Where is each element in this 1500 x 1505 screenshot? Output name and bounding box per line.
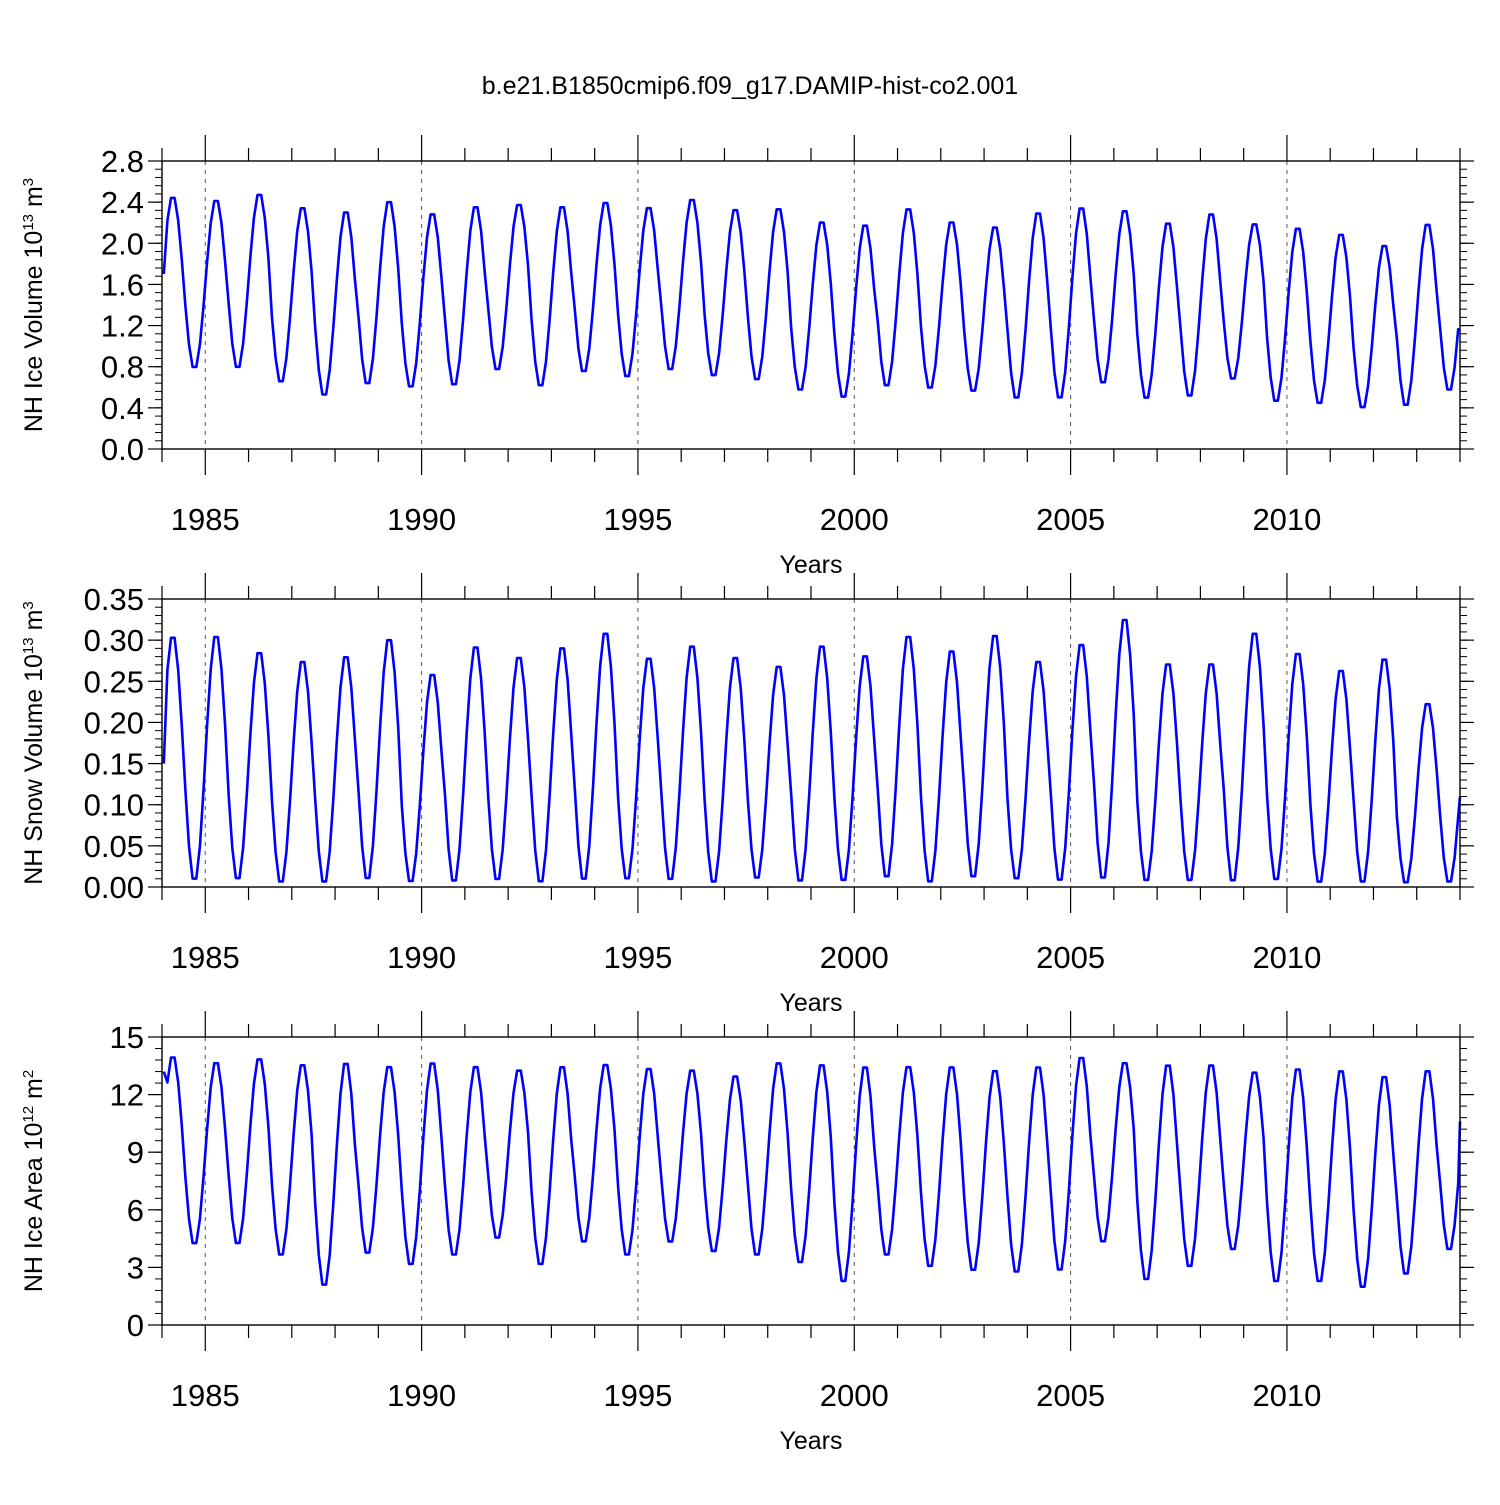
x-tick-label: 2000: [820, 1378, 889, 1413]
x-tick-label: 2010: [1252, 1378, 1321, 1413]
x-tick-label: 2005: [1036, 502, 1105, 537]
plot-frame: [161, 598, 1461, 888]
x-tick-label: 2000: [820, 940, 889, 975]
y-tick-label: 6: [127, 1193, 144, 1228]
x-tick-label: 1995: [603, 502, 672, 537]
panel-3: 0 3 6 9 12 15 1985 1990 1995 2000 2005 2010 Years NH …: [20, 1011, 1474, 1455]
y-label-text: NH Ice Volume 10: [20, 231, 48, 433]
y-label-unit: m: [20, 610, 48, 638]
y-tick-label: 0.0: [101, 432, 144, 467]
y-tick-label: 0.00: [84, 870, 144, 905]
x-tick-label: 2010: [1252, 502, 1321, 537]
plot-frame: [161, 1036, 1461, 1326]
y-label-exponent: 12: [20, 1106, 37, 1123]
y-tick-label: 9: [127, 1135, 144, 1170]
y-tick-label: 0.35: [84, 582, 144, 617]
x-tick-label: 1995: [603, 1378, 672, 1413]
x-tick-label: 1985: [171, 502, 240, 537]
y-label-text: NH Ice Area 10: [20, 1123, 48, 1293]
y-tick-label: 0: [127, 1308, 144, 1343]
y-tick-label: 0.8: [101, 350, 144, 385]
y-tick-label: 1.2: [101, 309, 144, 344]
y-tick-label: 0.20: [84, 705, 144, 740]
y-label-unit: m: [20, 186, 48, 214]
x-axis-label: Years: [779, 1427, 842, 1455]
y-label-unit: m: [20, 1078, 48, 1106]
y-axis-label: NH Ice Volume 1013 m3: [20, 178, 48, 432]
x-tick-label: 2005: [1036, 1378, 1105, 1413]
x-tick-label: 1990: [387, 502, 456, 537]
x-tick-label: 1990: [387, 1378, 456, 1413]
series-line: [162, 1056, 1462, 1288]
y-tick-label: 0.10: [84, 788, 144, 823]
y-tick-label: 15: [110, 1020, 144, 1055]
y-tick-label: 12: [110, 1078, 144, 1113]
y-tick-label: 3: [127, 1250, 144, 1285]
y-tick-label: 0.25: [84, 664, 144, 699]
x-axis-label: Years: [779, 989, 842, 1017]
y-label-text: NH Snow Volume 10: [20, 654, 48, 885]
y-tick-label: 2.0: [101, 226, 144, 261]
figure-title: b.e21.B1850cmip6.f09_g17.DAMIP-hist-co2.…: [481, 72, 1019, 100]
y-label-unit-exponent: 3: [20, 601, 37, 609]
y-tick-label: 0.15: [84, 747, 144, 782]
series-line: [162, 618, 1462, 884]
x-tick-label: 2000: [820, 502, 889, 537]
x-axis-label: Years: [779, 551, 842, 579]
panel-2: 0.00 0.05 0.10 0.15 0.20 0.25 0.30 0.35 1985 1990…: [20, 573, 1474, 1017]
x-tick-label: 2005: [1036, 940, 1105, 975]
y-axis-label: NH Snow Volume 1013 m3: [20, 601, 48, 885]
y-axis-label: NH Ice Area 1012 m2: [20, 1070, 48, 1292]
y-tick-label: 1.6: [101, 267, 144, 302]
y-tick-label: 2.4: [101, 185, 144, 220]
y-tick-label: 0.05: [84, 829, 144, 864]
x-tick-label: 1985: [171, 940, 240, 975]
y-label-unit-exponent: 2: [20, 1070, 37, 1078]
y-label-exponent: 13: [20, 637, 37, 654]
panel-1: 0.0 0.4 0.8 1.2 1.6 2.0 2.4 2.8 1985 1990 1995 2000…: [20, 135, 1474, 579]
x-tick-label: 1995: [603, 940, 672, 975]
y-tick-label: 0.4: [101, 391, 144, 426]
y-label-exponent: 13: [20, 214, 37, 231]
y-tick-label: 2.8: [101, 144, 144, 179]
x-tick-label: 1990: [387, 940, 456, 975]
plot-frame: [161, 160, 1461, 450]
series-line: [162, 193, 1461, 409]
x-tick-label: 1985: [171, 1378, 240, 1413]
x-tick-label: 2010: [1252, 940, 1321, 975]
y-tick-label: 0.30: [84, 623, 144, 658]
y-label-unit-exponent: 3: [20, 178, 37, 186]
